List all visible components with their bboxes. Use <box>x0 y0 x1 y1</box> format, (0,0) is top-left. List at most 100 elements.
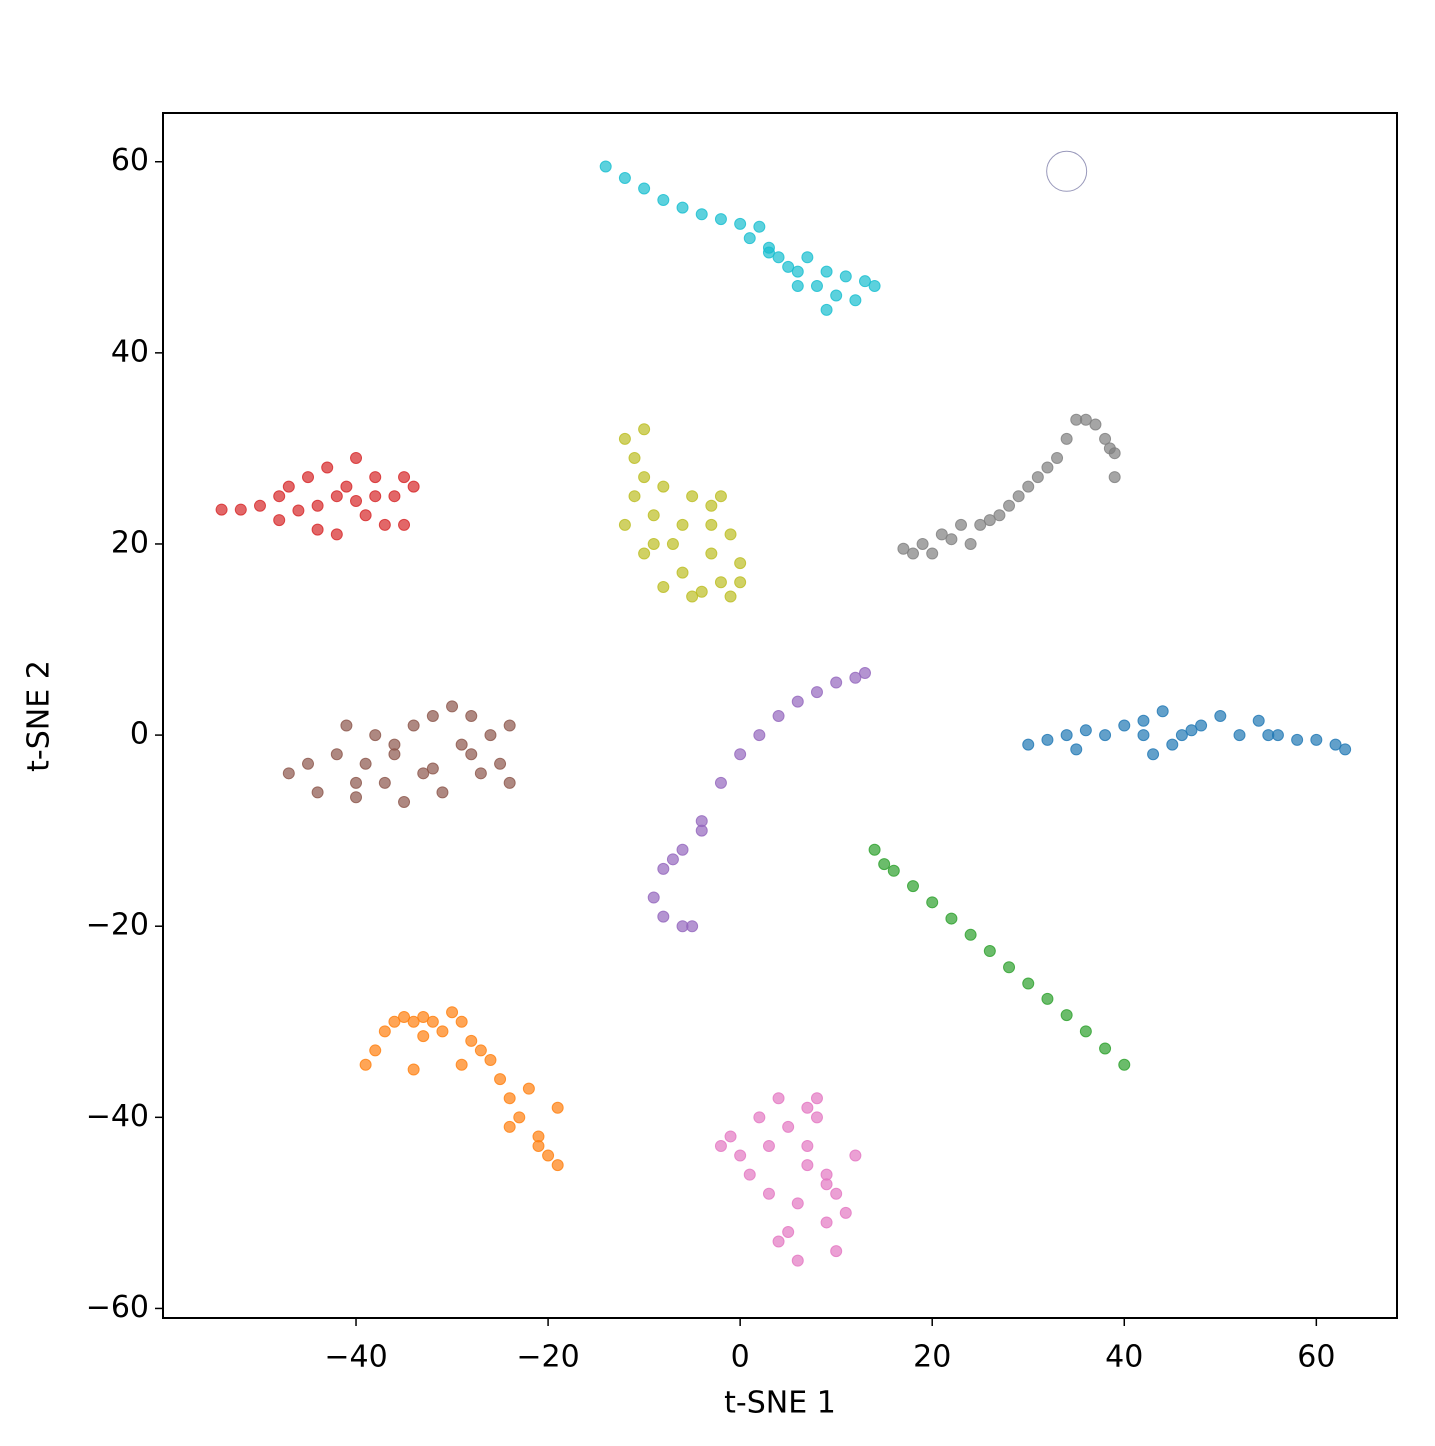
scatter-point <box>1137 729 1150 742</box>
scatter-point <box>964 928 977 941</box>
scatter-point <box>1022 480 1035 493</box>
scatter-point <box>657 580 670 593</box>
x-tick-label: 40 <box>1105 1340 1143 1375</box>
scatter-point <box>1262 729 1275 742</box>
scatter-point <box>743 1168 756 1181</box>
scatter-point <box>657 862 670 875</box>
scatter-point <box>503 1120 516 1133</box>
scatter-point <box>1156 705 1169 718</box>
scatter-point <box>1214 709 1227 722</box>
scatter-point <box>801 251 814 264</box>
scatter-point <box>369 471 382 484</box>
scatter-point <box>983 945 996 958</box>
scatter-point <box>705 547 718 560</box>
scatter-point <box>340 719 353 732</box>
scatter-point <box>455 1015 468 1028</box>
scatter-point <box>234 503 247 516</box>
scatter-point <box>503 776 516 789</box>
scatter-point <box>657 480 670 493</box>
scatter-point <box>666 853 679 866</box>
scatter-point <box>791 279 804 292</box>
scatter-point <box>311 786 324 799</box>
scatter-point <box>1022 977 1035 990</box>
scatter-point <box>647 509 660 522</box>
scatter-point <box>340 480 353 493</box>
scatter-point <box>734 1149 747 1162</box>
scatter-point <box>398 518 411 531</box>
scatter-point <box>494 1073 507 1086</box>
scatter-point <box>474 1044 487 1057</box>
scatter-point <box>1108 471 1121 484</box>
scatter-point <box>820 1168 833 1181</box>
scatter-point <box>599 160 612 173</box>
scatter-point <box>714 490 727 503</box>
scatter-point <box>820 265 833 278</box>
scatter-point <box>772 1235 785 1248</box>
scatter-point <box>1291 733 1304 746</box>
scatter-point <box>417 1030 430 1043</box>
scatter-point <box>782 260 795 273</box>
scatter-point <box>302 471 315 484</box>
scatter-point <box>858 275 871 288</box>
scatter-point <box>1329 738 1342 751</box>
scatter-point <box>897 542 910 555</box>
scatter-point <box>532 1139 545 1152</box>
scatter-point <box>1046 150 1088 192</box>
scatter-point <box>762 1187 775 1200</box>
scatter-point <box>1175 729 1188 742</box>
scatter-point <box>311 523 324 536</box>
scatter-point <box>628 490 641 503</box>
scatter-point <box>705 518 718 531</box>
scatter-point <box>455 1058 468 1071</box>
scatter-point <box>1060 729 1073 742</box>
scatter-point <box>839 1206 852 1219</box>
y-axis-label: t-SNE 2 <box>22 660 57 772</box>
scatter-point <box>810 1092 823 1105</box>
scatter-point <box>388 738 401 751</box>
scatter-point <box>1099 432 1112 445</box>
scatter-point <box>647 891 660 904</box>
scatter-point <box>618 518 631 531</box>
scatter-point <box>724 590 737 603</box>
scatter-point <box>830 1245 843 1258</box>
scatter-point <box>791 1254 804 1267</box>
scatter-point <box>321 461 334 474</box>
scatter-point <box>398 795 411 808</box>
scatter-point <box>810 1111 823 1124</box>
scatter-point <box>426 1015 439 1028</box>
y-tick-label: 0 <box>130 717 149 752</box>
scatter-point <box>830 289 843 302</box>
scatter-point <box>350 791 363 804</box>
scatter-point <box>638 471 651 484</box>
scatter-point <box>1099 1042 1112 1055</box>
scatter-point <box>1003 499 1016 512</box>
scatter-point <box>753 1111 766 1124</box>
scatter-point <box>484 729 497 742</box>
scatter-point <box>359 1058 372 1071</box>
scatter-point <box>801 1139 814 1152</box>
scatter-point <box>1339 743 1352 756</box>
scatter-point <box>695 585 708 598</box>
scatter-point <box>753 220 766 233</box>
scatter-point <box>407 480 420 493</box>
scatter-point <box>465 709 478 722</box>
y-tick-label: −20 <box>86 908 149 943</box>
scatter-point <box>849 294 862 307</box>
scatter-point <box>714 576 727 589</box>
scatter-point <box>753 729 766 742</box>
scatter-point <box>407 719 420 732</box>
scatter-point <box>676 843 689 856</box>
scatter-point <box>926 896 939 909</box>
scatter-point <box>638 423 651 436</box>
scatter-point <box>350 494 363 507</box>
scatter-point <box>369 1044 382 1057</box>
scatter-point <box>1070 743 1083 756</box>
scatter-point <box>1089 418 1102 431</box>
scatter-point <box>407 1015 420 1028</box>
scatter-point <box>378 776 391 789</box>
scatter-point <box>791 695 804 708</box>
scatter-point <box>791 1197 804 1210</box>
y-tick-label: −60 <box>86 1290 149 1325</box>
scatter-point <box>830 1187 843 1200</box>
scatter-point <box>446 700 459 713</box>
